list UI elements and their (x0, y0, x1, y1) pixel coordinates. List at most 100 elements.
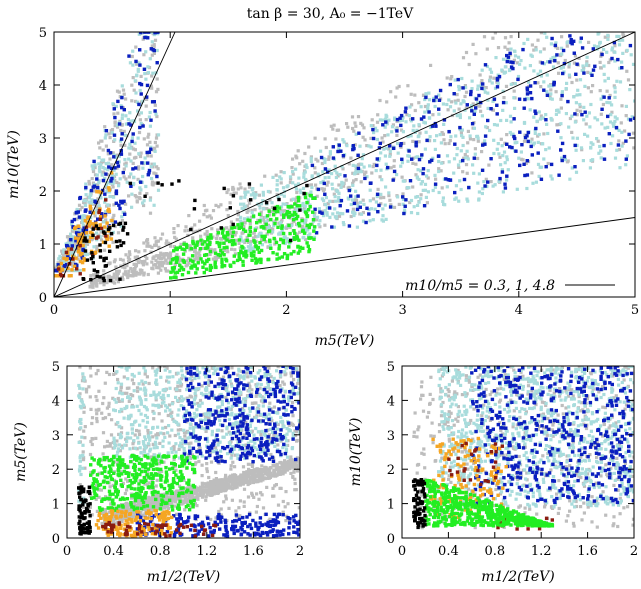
data-point (395, 129, 399, 133)
data-point (556, 46, 560, 50)
data-point (130, 54, 134, 59)
data-point (292, 216, 296, 220)
data-point (218, 423, 223, 427)
data-point (99, 226, 104, 231)
data-point (227, 430, 231, 434)
data-point (252, 495, 256, 499)
data-point (472, 171, 476, 175)
data-point (92, 159, 96, 164)
data-point (168, 252, 172, 256)
data-point (149, 164, 153, 169)
data-point (61, 259, 66, 263)
data-point (260, 234, 264, 239)
data-point (609, 141, 613, 146)
data-point (129, 159, 133, 163)
data-point (262, 236, 266, 240)
data-point (151, 403, 155, 407)
data-point (466, 199, 470, 203)
data-point (385, 146, 389, 150)
data-point (570, 80, 574, 85)
data-point (204, 267, 209, 271)
data-point (124, 270, 128, 274)
data-point (515, 187, 519, 191)
data-point (611, 122, 615, 126)
data-point (169, 256, 173, 260)
data-point (287, 245, 291, 249)
data-point (283, 209, 287, 213)
data-point (514, 149, 518, 153)
data-point (192, 398, 196, 402)
data-point (215, 233, 219, 237)
data-point (57, 257, 61, 261)
data-point (83, 253, 87, 257)
data-point (540, 61, 545, 65)
data-point (164, 425, 168, 430)
data-point (247, 389, 251, 393)
data-point (359, 212, 364, 216)
data-point (536, 81, 540, 85)
data-point (151, 165, 155, 169)
data-point (72, 246, 76, 250)
data-point (190, 254, 195, 258)
data-point (435, 134, 439, 138)
data-point (157, 391, 162, 395)
data-point (491, 99, 495, 103)
data-point (331, 156, 336, 160)
data-point (445, 185, 449, 189)
data-point (264, 222, 268, 226)
data-point (144, 104, 148, 108)
data-point (349, 156, 353, 160)
data-point (550, 36, 554, 41)
data-point (525, 173, 530, 177)
data-point (199, 238, 203, 242)
data-point (270, 201, 274, 205)
data-point (170, 428, 174, 432)
data-point (208, 252, 212, 256)
reference-lines (54, 32, 635, 297)
data-point (146, 483, 150, 487)
data-point (339, 185, 343, 189)
data-point (153, 181, 157, 185)
data-point (294, 212, 298, 217)
data-point (559, 148, 563, 152)
data-point (54, 268, 57, 273)
data-point (182, 247, 187, 252)
data-point (369, 124, 373, 128)
data-point (288, 429, 292, 433)
data-point (143, 254, 148, 258)
data-point (581, 68, 586, 72)
data-point (155, 446, 159, 450)
data-point (268, 373, 272, 377)
data-point (291, 181, 295, 185)
data-point (88, 204, 92, 209)
data-point (624, 104, 628, 108)
data-point (134, 91, 138, 95)
data-point (94, 408, 98, 412)
data-point (250, 188, 254, 192)
data-point (85, 242, 90, 246)
data-point (298, 431, 300, 435)
data-point (474, 97, 479, 101)
data-point (217, 244, 222, 249)
data-point (426, 103, 430, 107)
data-point (85, 239, 89, 243)
data-point (318, 210, 322, 214)
data-point (137, 429, 141, 433)
data-point (138, 125, 142, 130)
data-point (536, 72, 540, 76)
data-point (108, 442, 112, 446)
data-point (122, 175, 126, 179)
data-point (279, 208, 283, 212)
data-point (427, 98, 432, 102)
data-point (104, 198, 108, 202)
data-point (264, 220, 269, 224)
data-point (446, 108, 450, 112)
data-point (542, 132, 546, 136)
data-point (427, 116, 431, 120)
data-point (560, 35, 564, 39)
data-point (406, 84, 410, 88)
x-tick-label: 1 (166, 303, 174, 318)
data-point (463, 153, 467, 157)
data-point (117, 122, 122, 126)
data-point (156, 260, 160, 264)
